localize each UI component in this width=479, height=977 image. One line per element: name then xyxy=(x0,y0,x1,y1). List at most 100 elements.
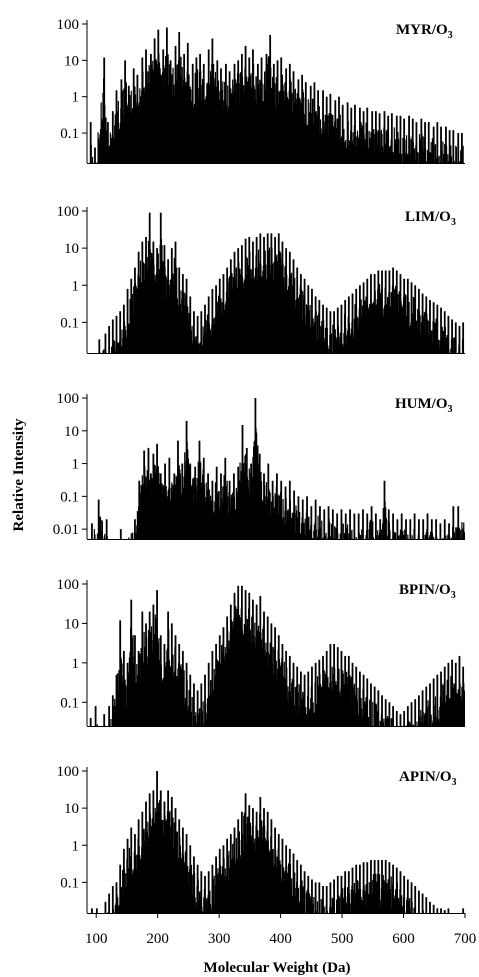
peak-bar xyxy=(97,499,100,539)
bg-bar xyxy=(331,523,333,539)
bg-bar xyxy=(374,133,376,163)
bg-bar xyxy=(176,267,178,353)
bg-bar xyxy=(165,56,167,163)
bg-bar xyxy=(169,279,172,353)
bg-bar xyxy=(224,81,226,163)
peak-bar xyxy=(211,650,214,726)
bg-bar xyxy=(290,697,292,726)
peak-bar xyxy=(414,886,417,913)
peak-bar xyxy=(255,811,258,913)
bg-bar xyxy=(283,100,285,163)
peak-bar xyxy=(359,864,361,913)
peak-bar xyxy=(145,623,147,726)
peak-bar xyxy=(233,827,236,913)
bg-bar xyxy=(329,522,331,539)
peak-bar xyxy=(424,122,426,163)
peak-bar xyxy=(313,82,316,163)
bg-bar xyxy=(281,518,284,539)
bg-bar xyxy=(130,533,132,539)
bg-bar xyxy=(168,64,170,163)
bg-bar xyxy=(184,84,186,163)
peak-bar xyxy=(207,296,210,353)
bg-bar xyxy=(280,266,282,353)
bg-bar xyxy=(200,100,202,163)
bg-bar xyxy=(324,114,327,163)
bg-bar xyxy=(295,300,297,353)
bg-bar xyxy=(445,702,447,726)
x-axis: 100 200 300 400 500 600 700 xyxy=(85,913,476,947)
bg-bar xyxy=(438,721,440,726)
peak-bar xyxy=(452,506,455,539)
bg-bar xyxy=(198,708,201,726)
peak-bar xyxy=(430,519,433,539)
bg-bar xyxy=(114,125,116,163)
bg-bar xyxy=(419,315,421,353)
peak-bar xyxy=(89,122,92,163)
bg-bar xyxy=(228,640,230,726)
bg-bar xyxy=(449,698,451,726)
bg-bar xyxy=(213,669,215,726)
y-tick-label: 100 xyxy=(57,577,80,593)
bg-bar xyxy=(257,630,259,726)
bg-bar xyxy=(463,531,465,539)
peak-bar xyxy=(351,867,354,913)
bg-bar xyxy=(215,86,217,163)
bg-bar xyxy=(339,114,341,163)
bg-bar xyxy=(201,487,203,539)
peak-bar xyxy=(299,671,302,726)
peak-bar xyxy=(299,864,302,913)
peak-bar xyxy=(351,662,354,726)
bg-bar xyxy=(295,888,297,913)
bg-bar xyxy=(198,900,200,913)
bg-bar xyxy=(243,471,245,539)
bg-bar xyxy=(118,670,120,726)
bg-bar xyxy=(214,317,216,353)
bg-bar xyxy=(430,331,432,353)
bg-bar xyxy=(371,304,373,353)
bg-bar xyxy=(222,109,225,163)
peak-bar xyxy=(260,57,263,163)
peak-bar xyxy=(259,796,262,913)
bg-bar xyxy=(257,280,259,353)
bg-bar xyxy=(410,140,413,163)
bg-bar xyxy=(353,890,355,913)
bg-bar xyxy=(442,330,444,353)
bg-bar xyxy=(235,612,237,726)
bg-bar xyxy=(104,533,106,539)
peak-bar xyxy=(126,838,129,913)
peak-bar xyxy=(178,819,181,913)
bg-bar xyxy=(439,706,441,726)
peak-bar xyxy=(329,311,332,353)
peak-bar xyxy=(107,122,109,163)
peak-bar xyxy=(270,233,273,353)
bg-bar xyxy=(260,276,263,353)
bg-bar xyxy=(339,332,341,353)
peak-bar xyxy=(296,666,299,726)
peak-bar xyxy=(122,848,125,913)
bg-bar xyxy=(356,130,359,163)
peak-bar xyxy=(396,519,399,539)
panel-title-main: HUM/O xyxy=(395,396,448,412)
y-tick-label: 100 xyxy=(57,204,80,220)
bg-bar xyxy=(239,620,241,726)
bg-bar xyxy=(286,96,288,163)
bg-bar xyxy=(311,538,314,539)
peak-bar xyxy=(134,519,136,539)
peak-bar xyxy=(395,711,398,726)
bg-bar xyxy=(345,905,347,913)
bg-bar xyxy=(348,533,350,539)
bg-bar xyxy=(364,701,366,726)
bg-bar xyxy=(295,103,298,163)
bg-bar xyxy=(345,672,347,726)
bg-bar xyxy=(224,659,226,726)
peak-bar xyxy=(148,611,151,726)
bg-bar xyxy=(404,529,406,539)
bg-bar xyxy=(377,130,379,163)
bg-bar xyxy=(454,537,456,539)
peak-bar xyxy=(406,706,409,726)
bg-bar xyxy=(331,897,333,913)
peak-bar xyxy=(202,457,205,539)
bg-bar xyxy=(380,148,382,163)
bg-bar xyxy=(297,888,300,913)
peak-bar xyxy=(174,241,177,353)
